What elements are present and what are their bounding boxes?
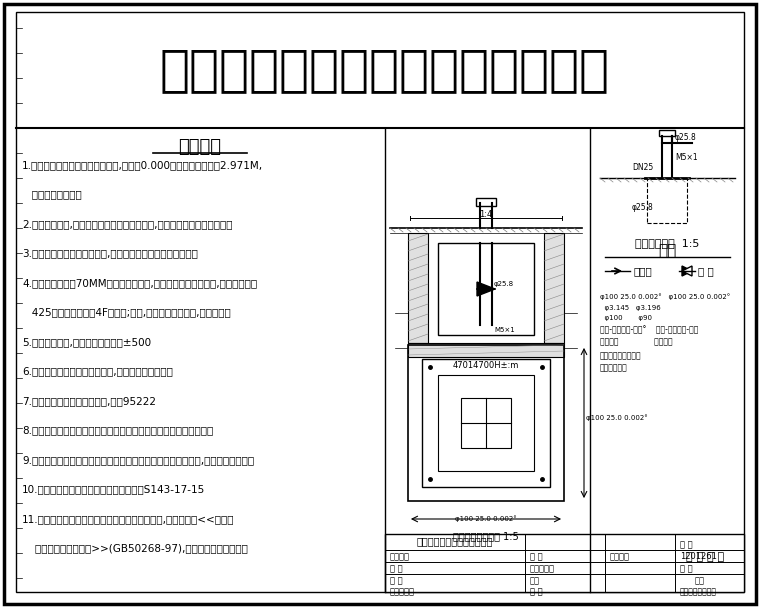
Text: φ100 25.0 0.002°: φ100 25.0 0.002° [455,515,517,522]
Text: φ25.8: φ25.8 [494,281,514,287]
Bar [438,243,534,335]
Text: 审 核: 审 核 [390,576,403,585]
Text: 秀 州 公 园: 秀 州 公 园 [686,552,724,562]
Text: 手 稿: 手 稿 [390,564,403,573]
Bar [647,178,687,223]
Text: 水流方向               水流方向: 水流方向 水流方向 [600,337,673,346]
Text: 1201261: 1201261 [680,552,717,561]
Text: 浙江住湖城乡建筑设计研究院: 浙江住湖城乡建筑设计研究院 [416,536,493,546]
Text: 批准编号: 批准编号 [610,552,630,561]
Text: 10.本工程的阀门均采用阀门套筒，安装见S143-17-15: 10.本工程的阀门均采用阀门套筒，安装见S143-17-15 [22,485,205,494]
Text: 给水栓: 给水栓 [633,266,652,276]
Polygon shape [682,266,692,276]
Text: 地上地下式漏水栓: 地上地下式漏水栓 [680,587,717,596]
Text: 其它均以毫米计。: 其它均以毫米计。 [22,190,82,199]
Text: φ25.8: φ25.8 [632,204,654,213]
Text: φ100       φ90: φ100 φ90 [600,315,652,321]
Text: 设计: 设计 [530,576,540,585]
Polygon shape [682,266,692,276]
Bar [659,130,675,136]
Bar [385,534,744,592]
Text: 4.给水管材管径＞70MM采用给水钢铁管,接口采用石棉水泥填口,接口材料采用: 4.给水管材管径＞70MM采用给水钢铁管,接口采用石棉水泥填口,接口材料采用 [22,278,257,288]
Text: M5×1: M5×1 [675,153,698,162]
Text: 7.污水管道基础根据土质选用,详见95222: 7.污水管道基础根据土质选用,详见95222 [22,396,156,406]
Text: 图例: 图例 [695,576,705,585]
Polygon shape [477,282,495,296]
Text: 2.因雨水建未定,所以本工程仅预留出给水接口,雨水可就近排入市政管道。: 2.因雨水建未定,所以本工程仅预留出给水接口,雨水可就近排入市政管道。 [22,219,233,229]
Bar [476,198,496,206]
Text: 5.路图中注明外,其余给水管道均量±500: 5.路图中注明外,其余给水管道均量±500 [22,337,151,347]
Text: 阀 门: 阀 门 [698,266,714,276]
Text: φ3.145   φ3.196: φ3.145 φ3.196 [600,305,660,311]
Text: φ100 25.0 0.002°: φ100 25.0 0.002° [586,415,648,421]
Text: 9.本工程漏水栓可根据树种间距离地程度设地上或地下支漏水栓,两种型式见右图。: 9.本工程漏水栓可根据树种间距离地程度设地上或地下支漏水栓,两种型式见右图。 [22,455,254,465]
Bar [438,375,534,471]
Text: 11.本工程管道必须按有关规范要求进行水压试验,施工遵省标<<给排水: 11.本工程管道必须按有关规范要求进行水压试验,施工遵省标<<给排水 [22,514,235,524]
Text: 校 对: 校 对 [530,587,543,596]
Text: M5×1: M5×1 [494,327,515,333]
Text: 专业负责人: 专业负责人 [530,564,555,573]
Text: DN25: DN25 [632,164,654,173]
Text: 平 院: 平 院 [530,552,543,561]
Text: 图例: 图例 [658,243,676,258]
Text: 监察责任人: 监察责任人 [390,587,415,596]
Text: 3.本工程雨水全部分地面径流,就近排入雨水口及公园中心湖。: 3.本工程雨水全部分地面径流,就近排入雨水口及公园中心湖。 [22,249,198,258]
Text: φ25.8: φ25.8 [675,134,697,142]
Text: 项 目: 项 目 [680,540,692,549]
Text: 管道施工及验收规范>>(GB50268-97),等国家有关规范执行。: 管道施工及验收规范>>(GB50268-97),等国家有关规范执行。 [22,544,248,553]
Bar [461,398,511,448]
Bar [408,345,564,501]
Bar [408,233,428,343]
Bar [408,343,564,357]
Text: 浙江省嘉兴市秀州公园给排水工程: 浙江省嘉兴市秀州公园给排水工程 [160,46,610,94]
Text: 425号硅酸盐水泥和4F煤石粉;反之,管材采用镀锌钢管,丝扣连接。: 425号硅酸盐水泥和4F煤石粉;反之,管材采用镀锌钢管,丝扣连接。 [22,308,231,317]
Text: 设计单位: 设计单位 [390,552,410,561]
Text: 图 别: 图 别 [680,564,692,573]
Bar [544,233,564,343]
Text: 1.本设计图中管道长度单位以米计,标高＋0.000相当于黄海高程系2.971M,: 1.本设计图中管道长度单位以米计,标高＋0.000相当于黄海高程系2.971M, [22,160,263,170]
Text: 地上漏水栓平面图 1:5: 地上漏水栓平面图 1:5 [453,531,519,541]
Text: 各方向管管纵高排淡: 各方向管管纵高排淡 [600,351,641,360]
Text: 地上式洒水栓  1:5: 地上式洒水栓 1:5 [635,238,699,248]
Bar [422,359,550,487]
Text: 47014700H±:m: 47014700H±:m [453,361,519,370]
Text: φ100 25.0 0.002°   φ100 25.0 0.002°: φ100 25.0 0.002° φ100 25.0 0.002° [600,293,730,300]
Text: 8.本工程所有管道、检查井、漏水龄位置可根据树种位置酌情移动。: 8.本工程所有管道、检查井、漏水龄位置可根据树种位置酌情移动。 [22,426,214,435]
Text: 管位-平面前夹-坡度°    管位-平面前夹-坡度: 管位-平面前夹-坡度° 管位-平面前夹-坡度 [600,325,698,334]
Text: 设计说明: 设计说明 [179,138,221,156]
Text: 各方向管纵断: 各方向管纵断 [600,363,628,372]
Text: 6.污水管材采用承插式混凝土管,水泥砂浆抹管接口。: 6.污水管材采用承插式混凝土管,水泥砂浆抹管接口。 [22,367,173,376]
Text: 1:4: 1:4 [480,210,492,219]
